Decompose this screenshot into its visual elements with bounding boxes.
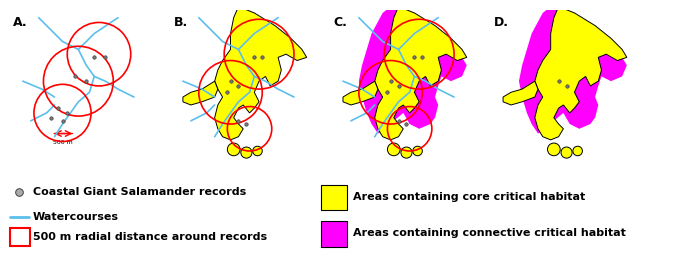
Circle shape [573,146,583,156]
Circle shape [388,143,400,156]
Circle shape [241,147,252,158]
Text: Areas containing core critical habitat: Areas containing core critical habitat [354,192,586,202]
Polygon shape [374,6,467,140]
Text: C.: C. [333,16,347,29]
Circle shape [401,147,412,158]
Text: B.: B. [173,16,188,29]
Polygon shape [183,81,218,105]
FancyBboxPatch shape [321,185,347,210]
Polygon shape [359,6,467,134]
Circle shape [228,143,240,156]
Text: 500 m: 500 m [54,140,73,145]
FancyBboxPatch shape [10,228,30,246]
Text: Areas containing connective critical habitat: Areas containing connective critical hab… [354,228,626,238]
Text: 500 m radial distance around records: 500 m radial distance around records [33,232,267,242]
FancyBboxPatch shape [321,221,347,247]
Text: D.: D. [493,16,509,29]
Polygon shape [535,6,627,140]
Circle shape [413,146,422,156]
Polygon shape [214,6,307,140]
Text: Watercourses: Watercourses [33,212,119,222]
Text: A.: A. [13,16,28,29]
Polygon shape [503,81,538,105]
Circle shape [253,146,262,156]
Circle shape [548,143,560,156]
Polygon shape [343,81,378,105]
Polygon shape [519,6,627,134]
Circle shape [561,147,572,158]
Text: Coastal Giant Salamander records: Coastal Giant Salamander records [33,187,246,197]
